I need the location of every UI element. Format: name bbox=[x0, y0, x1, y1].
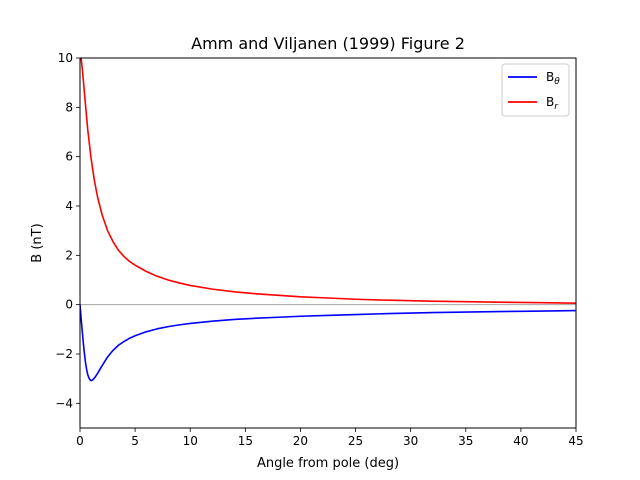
y-axis-ticks: −4 −2 0 2 4 6 8 10 bbox=[55, 51, 80, 410]
x-tick-label: 20 bbox=[293, 434, 308, 448]
y-tick-label: 0 bbox=[65, 298, 73, 312]
y-tick-label: 8 bbox=[65, 100, 73, 114]
series-line-b-theta bbox=[80, 303, 576, 382]
x-tick-label: 25 bbox=[348, 434, 363, 448]
series-layer bbox=[80, 58, 576, 382]
y-tick-label: −2 bbox=[55, 347, 73, 361]
y-tick-label: 10 bbox=[58, 51, 73, 65]
legend-frame bbox=[501, 63, 570, 117]
legend-label-base: B bbox=[546, 95, 554, 109]
legend-label: Br bbox=[546, 95, 559, 112]
legend-label-base: B bbox=[546, 70, 554, 84]
y-tick-label: −4 bbox=[55, 396, 73, 410]
x-tick-label: 15 bbox=[238, 434, 253, 448]
x-tick-label: 30 bbox=[403, 434, 418, 448]
legend-label: Bθ bbox=[546, 70, 560, 87]
y-axis-label: B (nT) bbox=[30, 223, 45, 262]
x-tick-label: 35 bbox=[458, 434, 473, 448]
x-axis-ticks: 0 5 10 15 20 25 30 35 40 45 bbox=[76, 428, 584, 448]
x-axis-label: Angle from pole (deg) bbox=[257, 456, 399, 471]
x-tick-label: 40 bbox=[513, 434, 528, 448]
x-tick-label: 0 bbox=[76, 434, 84, 448]
series-line-b-r bbox=[80, 58, 576, 304]
y-tick-label: 4 bbox=[65, 199, 73, 213]
plot-frame bbox=[79, 57, 577, 429]
x-tick-label: 45 bbox=[568, 434, 583, 448]
y-tick-label: 6 bbox=[65, 150, 73, 164]
legend-label-subscript: θ bbox=[554, 77, 560, 87]
chart-title: Amm and Viljanen (1999) Figure 2 bbox=[191, 34, 465, 53]
x-tick-label: 10 bbox=[183, 434, 198, 448]
legend-label-subscript: r bbox=[554, 102, 559, 112]
y-tick-label: 2 bbox=[65, 248, 73, 262]
x-tick-label: 5 bbox=[131, 434, 139, 448]
